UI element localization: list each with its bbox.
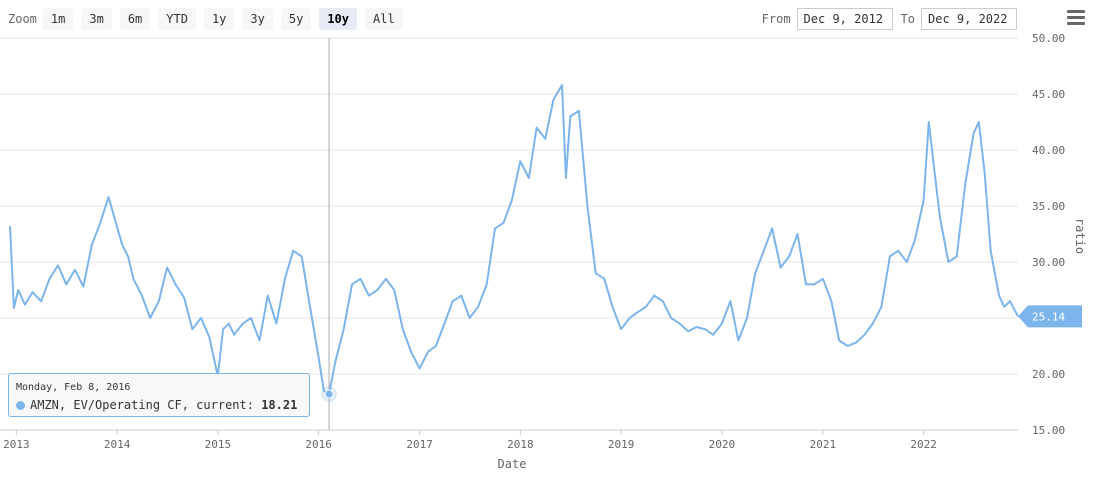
zoom-label: Zoom (8, 12, 37, 26)
to-label: To (900, 12, 915, 26)
x-tick-label: 2018 (507, 438, 534, 451)
zoom-ytd-button[interactable]: YTD (158, 8, 196, 30)
y-axis-title: ratio (1073, 218, 1087, 254)
y-tick-label: 20.00 (1032, 368, 1065, 381)
x-axis-title: Date (498, 457, 527, 471)
x-tick-label: 2022 (910, 438, 937, 451)
current-value-text: 25.14 (1032, 310, 1065, 323)
x-tick-label: 2014 (104, 438, 131, 451)
tooltip: Monday, Feb 8, 2016 AMZN, EV/Operating C… (8, 373, 310, 417)
highlight-point[interactable] (324, 389, 334, 399)
zoom-3m-button[interactable]: 3m (81, 8, 112, 30)
zoom-1y-button[interactable]: 1y (203, 8, 235, 30)
x-tick-label: 2017 (406, 438, 433, 451)
x-axis: 2013 2014 2015 2016 2017 2018 2019 2020 2021 2022 (0, 429, 1018, 451)
to-date-input[interactable] (921, 8, 1017, 30)
zoom-6m-button[interactable]: 6m (119, 8, 151, 30)
y-tick-label: 50.00 (1032, 32, 1065, 45)
tooltip-value: 18.21 (261, 398, 298, 412)
tooltip-series-dot-icon (16, 401, 25, 410)
x-tick-label: 2013 (3, 438, 30, 451)
y-tick-label: 15.00 (1032, 424, 1065, 437)
tooltip-series-label: AMZN, EV/Operating CF, current: (30, 398, 254, 412)
hamburger-menu-icon[interactable] (1065, 10, 1087, 28)
y-tick-label: 45.00 (1032, 88, 1065, 101)
zoom-10y-button[interactable]: 10y (319, 8, 357, 30)
x-tick-label: 2016 (305, 438, 332, 451)
from-date-input[interactable] (796, 8, 893, 30)
y-tick-label: 30.00 (1032, 256, 1065, 269)
zoom-5y-button[interactable]: 5y (280, 8, 312, 30)
series-line[interactable] (9, 84, 1019, 395)
x-tick-label: 2020 (709, 438, 736, 451)
date-range-selector: From To (754, 8, 1017, 30)
zoom-1m-button[interactable]: 1m (42, 8, 74, 30)
y-tick-label: 35.00 (1032, 200, 1065, 213)
zoom-all-button[interactable]: All (365, 8, 403, 30)
grid-layer (0, 37, 1018, 431)
current-value-label: 25.14 (1018, 305, 1082, 328)
from-label: From (761, 12, 791, 26)
tooltip-date: Monday, Feb 8, 2016 (16, 382, 131, 393)
x-tick-label: 2019 (608, 438, 635, 451)
y-tick-label: 40.00 (1032, 144, 1065, 157)
x-tick-label: 2015 (205, 438, 232, 451)
x-tick-label: 2021 (810, 438, 837, 451)
zoom-3y-button[interactable]: 3y (242, 8, 273, 30)
tooltip-series-line: AMZN, EV/Operating CF, current: 18.21 (16, 398, 297, 412)
zoom-toolbar: Zoom 1m 3m 6m YTD 1y 3y 5y 10y All (8, 8, 411, 30)
current-value-label-bg (1018, 305, 1082, 328)
